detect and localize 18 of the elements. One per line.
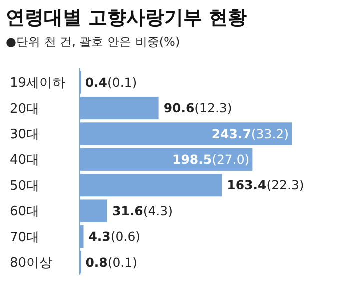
- y-tick-label: 20대: [10, 102, 40, 117]
- data-label: 31.6(4.3): [112, 203, 173, 218]
- data-label: 243.7(33.2): [212, 126, 289, 142]
- data-label: 90.6(12.3): [164, 100, 232, 116]
- data-label: 163.4(22.3): [227, 178, 304, 193]
- data-label: 198.5(27.0): [172, 152, 250, 168]
- y-tick-label: 30대: [10, 128, 40, 143]
- data-label: 4.3(0.6): [88, 229, 141, 244]
- chart-title: 연령대별 고향사랑기부 현황: [6, 7, 248, 29]
- data-label: 0.4(0.1): [85, 74, 138, 90]
- y-tick-label: 50대: [10, 178, 40, 194]
- y-tick-label: 60대: [10, 204, 40, 220]
- chart-subtitle: ●단위 천 건, 괄호 안은 비중(%): [6, 35, 180, 49]
- data-label: 0.8(0.1): [86, 254, 138, 270]
- y-tick-label: 40대: [10, 153, 40, 168]
- y-tick-label: 70대: [10, 230, 40, 246]
- y-tick-label: 80이상: [10, 256, 53, 271]
- y-tick-label: 19세이하: [10, 76, 66, 92]
